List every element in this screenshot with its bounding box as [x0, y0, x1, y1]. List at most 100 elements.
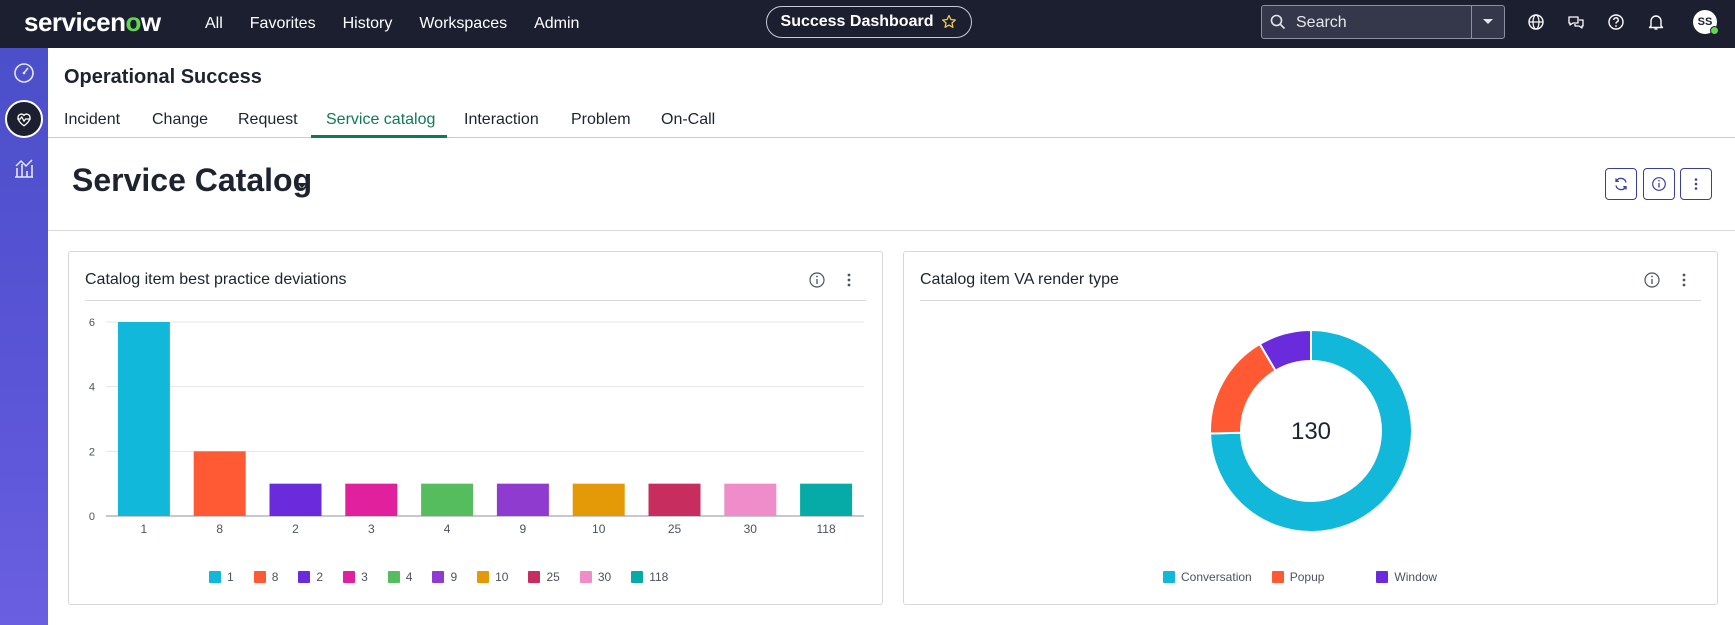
- tab-request[interactable]: Request: [238, 111, 298, 128]
- bell-icon[interactable]: [1646, 12, 1666, 32]
- global-search[interactable]: Search: [1261, 5, 1505, 39]
- donut-chart-legend: Conversation Popup Window: [1163, 570, 1457, 584]
- nav-admin[interactable]: Admin: [534, 15, 580, 32]
- legend-item[interactable]: 3: [343, 570, 368, 584]
- user-avatar[interactable]: SS: [1693, 10, 1719, 35]
- legend-item[interactable]: 1: [209, 570, 234, 584]
- bar-1[interactable]: [117, 322, 170, 516]
- info-icon: [1652, 177, 1666, 191]
- refresh-icon: [1615, 177, 1627, 191]
- legend-label: 9: [450, 570, 458, 584]
- card-title: Catalog item best practice deviations: [85, 271, 347, 288]
- analytics-icon[interactable]: [12, 156, 36, 180]
- x-tick-label: 30: [744, 522, 758, 536]
- legend-swatch: [1271, 571, 1284, 583]
- tab-problem[interactable]: Problem: [571, 111, 631, 128]
- help-icon[interactable]: [1606, 12, 1626, 32]
- x-tick-label: 25: [668, 522, 682, 536]
- search-icon: [1270, 14, 1286, 30]
- legend-item[interactable]: Popup: [1271, 570, 1324, 584]
- heart-pulse-icon: [17, 113, 31, 127]
- legend-item[interactable]: Window: [1376, 570, 1437, 584]
- slice-popup[interactable]: [1209, 342, 1277, 435]
- info-icon[interactable]: [808, 271, 826, 289]
- more-vertical-icon: [1694, 178, 1698, 190]
- nav-favorites[interactable]: Favorites: [249, 15, 316, 32]
- bar-4[interactable]: [421, 483, 474, 516]
- bar-118[interactable]: [800, 483, 853, 516]
- legend-swatch: [631, 571, 644, 583]
- legend-item[interactable]: Conversation: [1163, 570, 1252, 584]
- bar-8[interactable]: [193, 451, 246, 516]
- legend-label: Window: [1394, 570, 1438, 584]
- tab-change[interactable]: Change: [152, 111, 209, 128]
- legend-swatch: [1376, 571, 1389, 583]
- slice-window[interactable]: [1258, 328, 1312, 373]
- star-icon[interactable]: [941, 14, 957, 30]
- bar-chart-legend: 1 8 2 3 4 9 10 25 30 118: [209, 570, 688, 584]
- servicenow-logo[interactable]: servicenow: [24, 7, 161, 38]
- info-button[interactable]: [1643, 168, 1675, 200]
- legend-swatch: [343, 571, 356, 583]
- card-divider: [920, 300, 1701, 301]
- legend-label: 3: [361, 570, 368, 584]
- search-scope-dropdown[interactable]: [1471, 6, 1504, 38]
- bar-10[interactable]: [572, 483, 625, 516]
- more-options-button[interactable]: [1680, 168, 1712, 200]
- gauge-icon[interactable]: [12, 60, 36, 84]
- y-tick-label: 6: [89, 317, 95, 329]
- legend-label: 1: [227, 570, 234, 584]
- va-render-type-card: Catalog item VA render type 130 Conversa…: [903, 251, 1718, 605]
- legend-swatch: [209, 571, 221, 583]
- x-tick-label: 4: [444, 522, 451, 536]
- dashboard-switcher-caret-icon[interactable]: [296, 182, 308, 190]
- y-tick-label: 2: [89, 446, 95, 458]
- legend-item[interactable]: 118: [631, 570, 668, 584]
- legend-swatch: [1163, 571, 1175, 583]
- legend-label: 4: [405, 570, 413, 584]
- bar-25[interactable]: [648, 483, 701, 516]
- legend-item[interactable]: 8: [253, 570, 278, 584]
- legend-item[interactable]: 2: [298, 570, 323, 584]
- nav-all[interactable]: All: [205, 15, 223, 32]
- chat-icon[interactable]: [1566, 12, 1586, 32]
- more-vertical-icon[interactable]: [840, 271, 858, 289]
- donut-center-total: 130: [1291, 418, 1331, 445]
- tab-service-catalog[interactable]: Service catalog: [326, 111, 436, 128]
- active-tab-indicator: [311, 135, 447, 138]
- slice-conversation[interactable]: [1209, 328, 1413, 533]
- nav-workspaces[interactable]: Workspaces: [419, 15, 508, 32]
- bar-30[interactable]: [724, 483, 777, 516]
- rail-item-success-dashboard[interactable]: [5, 100, 43, 138]
- logo-text-o: o: [125, 7, 142, 37]
- search-input[interactable]: Search: [1296, 14, 1347, 31]
- more-vertical-icon[interactable]: [1675, 271, 1693, 289]
- globe-icon[interactable]: [1526, 12, 1546, 32]
- bar-3[interactable]: [345, 483, 398, 516]
- donut-chart: 130: [1209, 328, 1413, 533]
- tab-incident[interactable]: Incident: [64, 111, 121, 128]
- legend-item[interactable]: 10: [477, 570, 508, 584]
- legend-label: 10: [495, 570, 509, 584]
- info-icon[interactable]: [1643, 271, 1661, 289]
- legend-item[interactable]: 25: [528, 570, 560, 584]
- presence-dot: [1710, 26, 1719, 35]
- dashboard-title[interactable]: Service Catalog: [72, 162, 313, 198]
- refresh-button[interactable]: [1605, 168, 1637, 200]
- bar-2[interactable]: [269, 483, 322, 516]
- x-tick-label: 10: [592, 522, 606, 536]
- x-tick-label: 1: [141, 522, 148, 536]
- y-tick-label: 4: [89, 382, 95, 394]
- bar-9[interactable]: [496, 483, 549, 516]
- legend-swatch: [528, 571, 541, 583]
- nav-history[interactable]: History: [342, 15, 393, 32]
- legend-item[interactable]: 30: [579, 570, 611, 584]
- card-title: Catalog item VA render type: [920, 271, 1119, 288]
- legend-item[interactable]: 9: [432, 570, 457, 584]
- best-practice-deviations-card: Catalog item best practice deviations 0 2…: [68, 251, 883, 605]
- x-tick-label: 2: [292, 522, 299, 536]
- tab-on-call[interactable]: On-Call: [661, 111, 716, 128]
- legend-item[interactable]: 4: [387, 570, 413, 584]
- context-pill[interactable]: Success Dashboard: [766, 6, 972, 38]
- tab-interaction[interactable]: Interaction: [464, 111, 539, 128]
